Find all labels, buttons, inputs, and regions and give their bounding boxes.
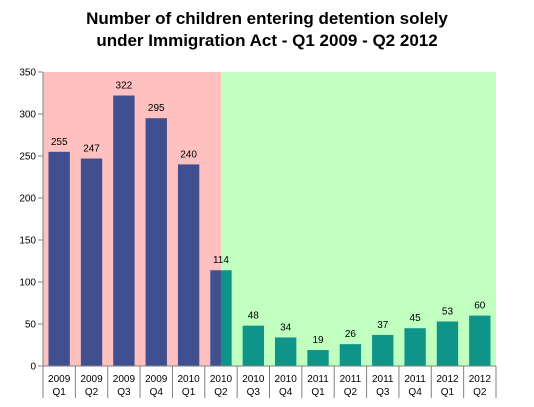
bar-2011-Q2 (339, 344, 362, 366)
bar-2010-Q2 (210, 270, 232, 366)
bar-2011-Q4 (404, 328, 426, 366)
x-tick-label-year: 2009 (145, 374, 168, 385)
bar-2011-Q1 (307, 350, 329, 366)
x-tick-label-quarter: Q2 (214, 387, 228, 398)
x-tick-label-quarter: Q3 (117, 387, 131, 398)
labels: 255 2009 Q1 247 2009 Q2 322 2009 Q3 295 2009 Q4 240 2… (19, 68, 491, 399)
bar-2010-Q3 (242, 325, 264, 366)
x-tick-label-quarter: Q1 (311, 387, 325, 398)
x-tick-label-year: 2009 (80, 374, 103, 385)
data-label-2010-Q4: 34 (280, 322, 292, 333)
bar-part-right (220, 270, 232, 366)
bar-2009-Q1 (48, 151, 70, 366)
x-tick-label-year: 2011 (372, 374, 394, 385)
data-label-2012-Q2: 60 (474, 301, 486, 312)
chart-title-line-2: under Immigration Act - Q1 2009 - Q2 201… (96, 31, 438, 50)
data-label-2010-Q2: 114 (213, 255, 229, 266)
bar-2012-Q1 (436, 321, 459, 366)
bar-2011-Q3 (372, 334, 394, 366)
x-tick-label-year: 2010 (242, 374, 265, 385)
x-tick-label-year: 2009 (48, 374, 71, 385)
bar-2012-Q2 (469, 315, 491, 366)
data-label-2009-Q1: 255 (51, 137, 68, 148)
y-tick-label: 200 (19, 194, 36, 205)
background-region-2 (220, 72, 496, 366)
data-label-2010-Q3: 48 (248, 311, 260, 322)
data-label-2009-Q3: 322 (116, 81, 133, 92)
y-tick-label: 250 (19, 152, 36, 163)
x-tick-label-quarter: Q2 (85, 387, 99, 398)
x-tick-label-quarter: Q1 (53, 387, 67, 398)
x-tick-label-quarter: Q4 (150, 387, 164, 398)
x-tick-label-year: 2012 (469, 374, 492, 385)
data-label-2011-Q1: 19 (312, 335, 324, 346)
x-tick-label-quarter: Q3 (376, 387, 390, 398)
axes (38, 71, 497, 398)
x-tick-label-year: 2010 (210, 374, 233, 385)
x-tick-label-year: 2009 (113, 374, 136, 385)
x-tick-label-year: 2010 (275, 374, 298, 385)
bar-part-left (210, 270, 221, 366)
x-tick-label-quarter: Q3 (247, 387, 261, 398)
y-tick-label: 100 (19, 278, 36, 289)
data-label-2010-Q1: 240 (180, 149, 197, 160)
y-tick-label: 50 (25, 320, 37, 331)
chart-title: Number of children entering detention so… (0, 8, 534, 52)
bar-2010-Q1 (177, 164, 200, 366)
x-tick-label-year: 2010 (177, 374, 200, 385)
bar-2009-Q2 (80, 158, 103, 366)
x-tick-label-year: 2011 (404, 374, 426, 385)
x-tick-label-quarter: Q4 (408, 387, 422, 398)
data-label-2012-Q1: 53 (442, 306, 454, 317)
data-label-2011-Q2: 26 (345, 329, 357, 340)
x-tick-label-quarter: Q2 (344, 387, 358, 398)
chart-title-line-1: Number of children entering detention so… (86, 9, 448, 28)
x-tick-label-quarter: Q1 (182, 387, 196, 398)
data-label-2011-Q4: 45 (410, 313, 422, 324)
y-tick-label: 350 (19, 68, 36, 79)
bars (48, 95, 491, 367)
y-tick-label: 150 (19, 236, 36, 247)
y-tick-label: 300 (19, 110, 36, 121)
x-tick-label-quarter: Q2 (473, 387, 487, 398)
bar-2009-Q4 (145, 118, 167, 366)
x-tick-label-year: 2011 (307, 374, 329, 385)
y-tick-label: 0 (30, 362, 36, 373)
bar-2010-Q4 (275, 337, 297, 366)
x-tick-label-quarter: Q4 (279, 387, 293, 398)
x-tick-label-quarter: Q1 (441, 387, 455, 398)
data-label-2009-Q4: 295 (148, 103, 165, 114)
x-tick-label-year: 2012 (436, 374, 459, 385)
data-label-2011-Q3: 37 (377, 320, 389, 331)
data-label-2009-Q2: 247 (83, 144, 100, 155)
background-regions (43, 72, 496, 366)
x-tick-label-year: 2011 (340, 374, 362, 385)
bar-2009-Q3 (113, 95, 135, 367)
